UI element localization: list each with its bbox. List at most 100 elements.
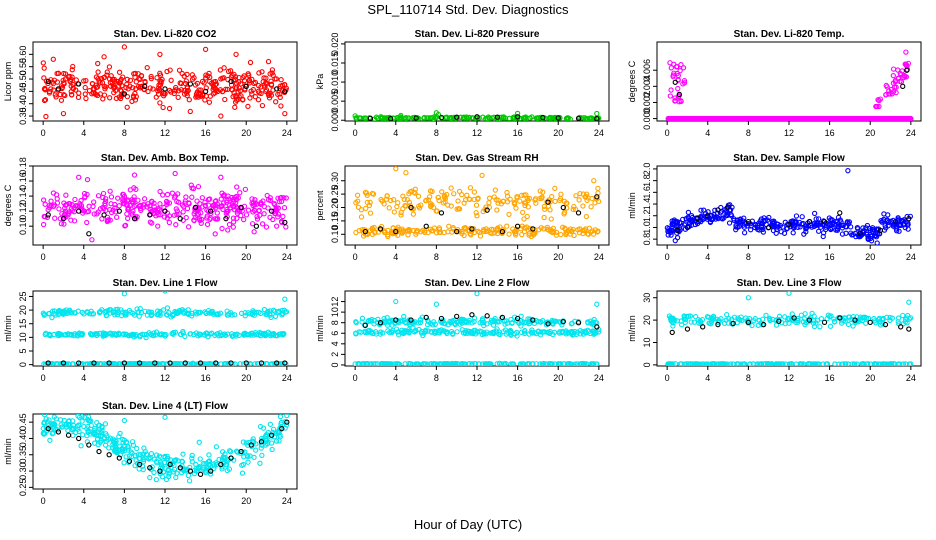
series-point bbox=[131, 216, 138, 222]
data-point bbox=[184, 205, 191, 212]
data-point bbox=[130, 85, 136, 91]
data-point bbox=[82, 414, 88, 421]
data-point bbox=[563, 328, 569, 334]
data-point bbox=[197, 309, 203, 316]
data-point bbox=[157, 188, 163, 195]
data-point bbox=[684, 313, 690, 320]
x-tick-label: 24 bbox=[906, 252, 916, 262]
data-point bbox=[255, 82, 262, 89]
data-point bbox=[102, 200, 108, 207]
panel-7: Stan. Dev. Line 1 Flow 0 4 8 12 16 20 24 0 5 10 15 2… bbox=[3, 278, 298, 383]
data-point bbox=[382, 115, 389, 121]
data-point bbox=[251, 229, 257, 235]
data-point bbox=[395, 332, 402, 338]
data-point bbox=[415, 193, 422, 199]
outlier-point bbox=[233, 51, 239, 57]
series-point bbox=[474, 114, 480, 120]
data-point bbox=[589, 228, 596, 234]
data-point bbox=[274, 223, 280, 229]
data-point bbox=[537, 319, 544, 325]
data-point bbox=[398, 318, 404, 324]
data-point bbox=[53, 192, 60, 198]
data-point bbox=[358, 214, 365, 220]
data-point bbox=[221, 65, 227, 71]
data-point bbox=[273, 99, 279, 105]
data-point bbox=[56, 206, 62, 212]
data-point bbox=[369, 225, 375, 231]
data-point bbox=[72, 331, 78, 337]
data-point bbox=[81, 78, 87, 84]
data-point bbox=[104, 214, 111, 220]
series-point bbox=[393, 228, 399, 235]
series-point bbox=[484, 313, 490, 319]
y-tick-label: 0.000 bbox=[330, 109, 340, 132]
data-point bbox=[141, 196, 148, 202]
data-point bbox=[589, 321, 595, 327]
data-point bbox=[124, 93, 131, 100]
data-point bbox=[55, 70, 62, 76]
data-point bbox=[129, 98, 135, 105]
data-point bbox=[580, 329, 586, 335]
data-point bbox=[395, 361, 401, 366]
data-point bbox=[207, 331, 213, 337]
data-point bbox=[724, 311, 730, 318]
data-point bbox=[42, 85, 48, 92]
data-point bbox=[675, 85, 681, 92]
data-point bbox=[406, 199, 413, 205]
data-point bbox=[898, 79, 905, 85]
data-point bbox=[873, 232, 879, 239]
data-point bbox=[283, 361, 289, 366]
y-tick-label: 1.6 bbox=[642, 186, 652, 199]
data-point bbox=[857, 314, 864, 320]
data-point bbox=[189, 194, 195, 200]
data-point bbox=[52, 215, 58, 221]
outlier-point bbox=[591, 178, 597, 184]
data-point bbox=[241, 203, 248, 210]
y-axis-label: ml/min bbox=[627, 315, 637, 342]
data-point bbox=[147, 219, 154, 225]
data-point bbox=[385, 318, 391, 324]
data-point bbox=[680, 216, 686, 223]
data-point bbox=[801, 316, 808, 322]
series-point bbox=[725, 204, 731, 210]
data-point bbox=[418, 229, 424, 235]
data-point bbox=[524, 213, 530, 220]
data-point bbox=[477, 233, 484, 239]
series-point bbox=[218, 461, 224, 468]
data-point bbox=[442, 361, 448, 366]
data-point bbox=[206, 99, 213, 105]
data-point bbox=[213, 460, 219, 466]
data-point bbox=[667, 93, 674, 99]
data-point bbox=[149, 464, 155, 470]
series-point bbox=[202, 88, 209, 95]
data-point bbox=[883, 225, 889, 231]
data-point bbox=[685, 209, 692, 216]
data-point bbox=[101, 83, 107, 89]
data-point bbox=[61, 80, 67, 86]
data-point bbox=[53, 416, 60, 422]
data-point bbox=[209, 308, 215, 315]
series-point bbox=[821, 319, 828, 325]
data-point bbox=[886, 361, 892, 366]
data-point bbox=[268, 440, 275, 446]
data-point bbox=[113, 95, 120, 102]
data-point bbox=[384, 193, 390, 199]
data-point bbox=[58, 97, 65, 103]
data-point bbox=[501, 361, 507, 366]
data-point bbox=[407, 319, 413, 326]
data-point bbox=[217, 67, 224, 73]
data-point bbox=[826, 215, 832, 221]
data-point bbox=[678, 98, 684, 105]
data-point bbox=[83, 95, 89, 102]
data-point bbox=[143, 451, 150, 457]
data-point bbox=[231, 194, 238, 201]
outlier-point bbox=[50, 56, 56, 62]
data-point bbox=[766, 214, 772, 221]
data-point bbox=[400, 193, 406, 199]
points-group bbox=[353, 166, 602, 240]
data-point bbox=[526, 321, 532, 327]
data-point bbox=[40, 221, 47, 228]
data-point bbox=[40, 425, 46, 432]
series-point bbox=[575, 115, 582, 121]
data-point bbox=[41, 431, 47, 437]
